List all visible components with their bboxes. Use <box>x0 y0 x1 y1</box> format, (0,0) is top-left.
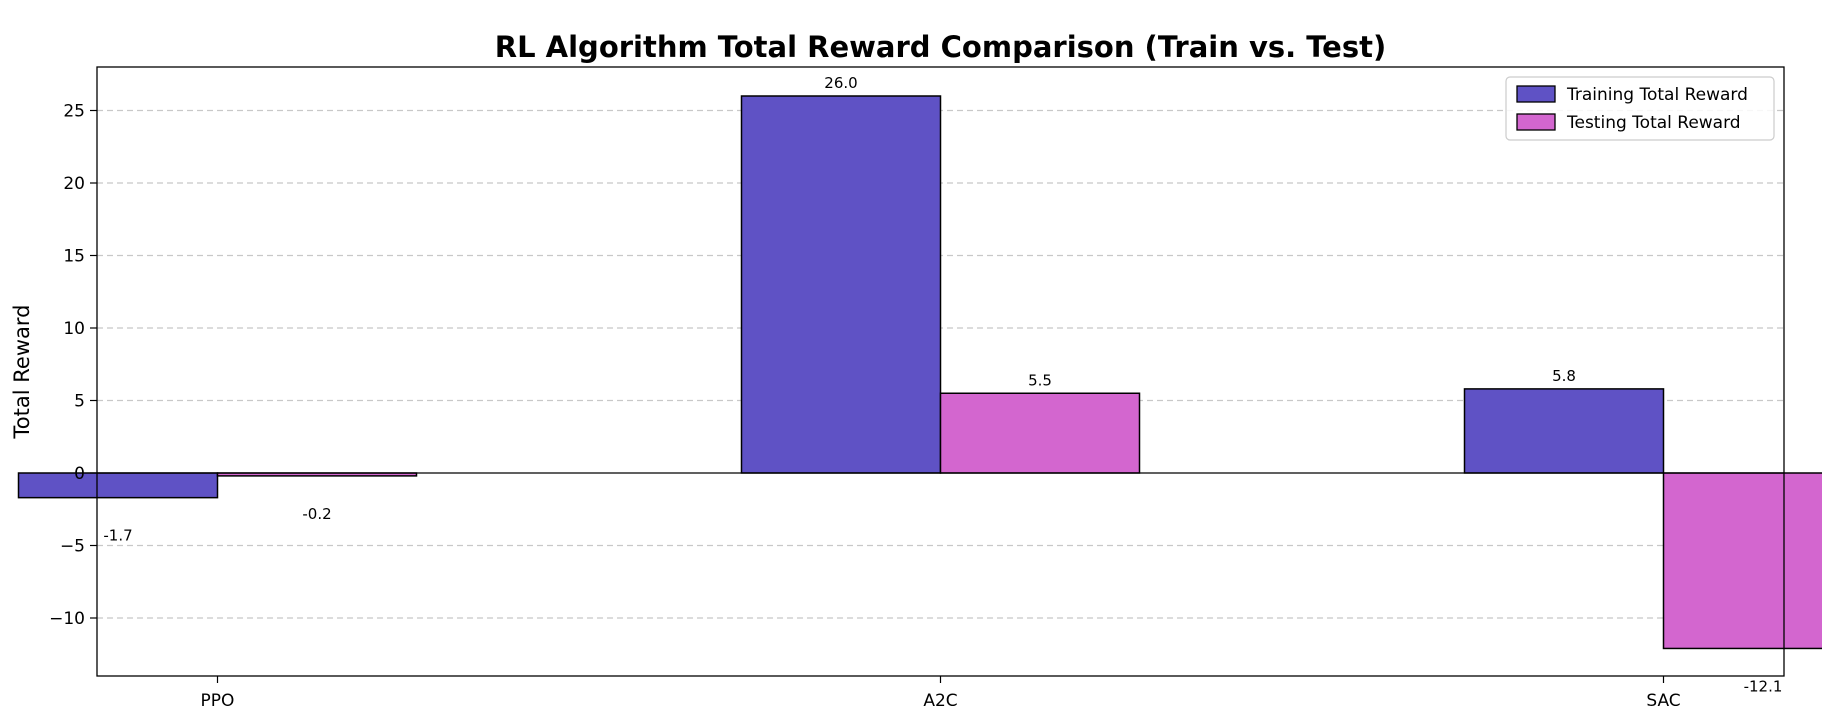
legend: Training Total Reward Testing Total Rewar… <box>1505 76 1775 141</box>
y-axis-label: Total Reward <box>10 305 34 440</box>
y-tick-label: 25 <box>63 102 85 122</box>
bar-a2c-test <box>939 392 1141 474</box>
legend-swatch <box>1516 85 1556 103</box>
y-axis-ticks: −10 −5 0 5 10 15 20 25 <box>49 102 97 629</box>
data-label: 26.0 <box>824 74 857 92</box>
x-tick-label: SAC <box>1646 691 1680 711</box>
y-tick-label: 5 <box>74 392 85 412</box>
y-tick-label: 15 <box>63 247 85 267</box>
bar-sac-train <box>1463 388 1665 474</box>
data-label: 5.5 <box>1028 371 1052 389</box>
data-label: -1.7 <box>103 527 132 545</box>
x-axis-ticks: PPO A2C SAC <box>201 676 1681 711</box>
legend-swatch <box>1516 113 1556 131</box>
bar-ppo-train <box>17 472 219 499</box>
legend-label: Testing Total Reward <box>1566 113 1741 133</box>
bar-sac-test <box>1662 472 1822 650</box>
y-tick-label: −10 <box>49 609 85 629</box>
bar-a2c-train <box>740 95 942 474</box>
y-tick-label: 0 <box>74 464 85 484</box>
y-tick-label: 20 <box>63 174 85 194</box>
legend-label: Training Total Reward <box>1566 85 1748 105</box>
data-label: -12.1 <box>1744 677 1783 695</box>
bars <box>17 95 1822 650</box>
data-labels: -1.7 -0.2 26.0 5.5 5.8 -12.1 <box>103 74 1782 695</box>
data-label: -0.2 <box>302 505 331 523</box>
y-tick-label: −5 <box>60 537 85 557</box>
y-tick-label: 10 <box>63 319 85 339</box>
x-tick-label: PPO <box>201 691 235 711</box>
chart-title: RL Algorithm Total Reward Comparison (Tr… <box>495 30 1386 64</box>
legend-box <box>1505 76 1775 141</box>
x-tick-label: A2C <box>923 691 957 711</box>
data-label: 5.8 <box>1552 367 1576 385</box>
